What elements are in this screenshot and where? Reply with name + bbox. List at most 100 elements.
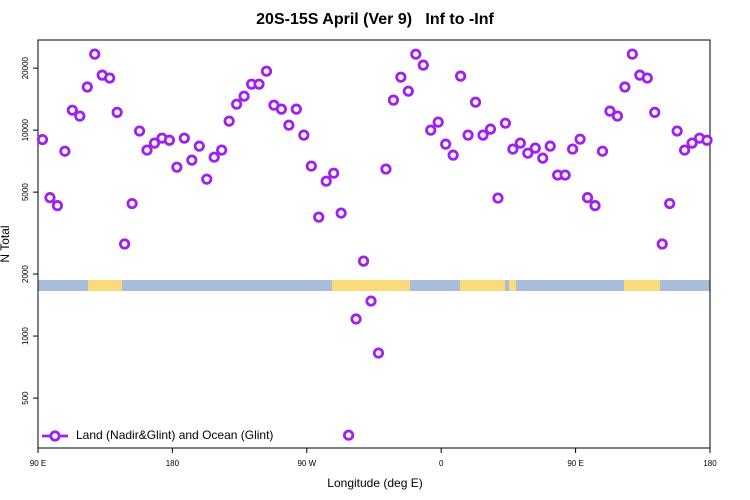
- data-point: [283, 119, 295, 131]
- data-point: [343, 429, 355, 441]
- y-tick-label: 5000: [21, 183, 30, 201]
- data-point: [417, 59, 429, 71]
- data-point: [104, 72, 116, 84]
- data-point: [529, 142, 541, 154]
- x-tick-label: 90 W: [297, 459, 316, 468]
- data-point: [238, 90, 250, 102]
- data-point: [469, 96, 482, 108]
- data-point: [679, 144, 691, 156]
- data-point: [455, 70, 467, 82]
- data-point: [186, 154, 198, 166]
- data-point: [656, 238, 668, 250]
- land-band: [509, 280, 516, 291]
- data-point: [581, 192, 594, 204]
- data-point: [522, 147, 534, 159]
- data-point: [372, 347, 385, 359]
- data-point: [425, 124, 437, 136]
- data-point: [410, 48, 422, 60]
- data-point: [462, 129, 474, 141]
- data-point: [701, 134, 713, 146]
- data-point: [320, 175, 332, 187]
- data-point: [51, 200, 64, 212]
- x-tick-label: 180: [166, 459, 180, 468]
- data-point: [357, 255, 370, 267]
- data-point: [201, 173, 213, 185]
- data-point: [275, 103, 288, 115]
- data-point: [141, 144, 153, 156]
- data-point: [559, 169, 571, 181]
- data-point: [111, 106, 123, 118]
- data-point: [216, 144, 228, 156]
- legend-label: Land (Nadir&Glint) and Ocean (Glint): [76, 428, 273, 442]
- data-point: [447, 149, 459, 161]
- data-point: [290, 103, 302, 115]
- y-tick-label: 500: [21, 391, 30, 405]
- data-point: [641, 72, 653, 84]
- data-point: [365, 295, 377, 307]
- land-band: [88, 280, 122, 291]
- data-point: [507, 143, 519, 155]
- data-point: [544, 140, 556, 152]
- data-point: [477, 129, 489, 141]
- data-point: [328, 167, 340, 179]
- x-tick-label: 180: [703, 459, 717, 468]
- data-point: [626, 48, 638, 60]
- data-point: [649, 106, 661, 118]
- chart-title: 20S-15S April (Ver 9) Inf to -Inf: [256, 11, 494, 28]
- data-point: [133, 125, 146, 137]
- data-point: [231, 98, 243, 110]
- x-tick-label: 90 E: [30, 459, 46, 468]
- data-point: [335, 207, 347, 219]
- data-point: [305, 160, 317, 172]
- data-point: [59, 145, 71, 157]
- data-point: [604, 105, 616, 117]
- y-tick-label: 10000: [21, 118, 30, 141]
- data-point: [671, 125, 683, 137]
- data-point: [298, 129, 310, 141]
- y-tick-label: 20000: [21, 56, 30, 79]
- data-point: [36, 133, 49, 146]
- data-point: [163, 134, 176, 146]
- data-point: [492, 192, 504, 204]
- data-point: [440, 138, 452, 150]
- x-tick-label: 0: [439, 459, 444, 468]
- data-point: [596, 145, 609, 157]
- data-point: [253, 78, 265, 90]
- data-point: [313, 211, 325, 223]
- x-axis-label: Longitude (deg E): [327, 476, 422, 490]
- data-point: [74, 110, 86, 122]
- data-point: [664, 197, 676, 210]
- data-point: [387, 94, 400, 106]
- data-point: [514, 137, 526, 149]
- data-point: [380, 163, 392, 175]
- data-point: [611, 110, 624, 122]
- data-point: [402, 85, 414, 97]
- data-point: [350, 313, 362, 325]
- data-point: [171, 161, 183, 173]
- legend-marker: [49, 430, 61, 442]
- land-band: [624, 280, 660, 291]
- data-point: [395, 71, 407, 83]
- data-point: [499, 117, 512, 129]
- data-point: [223, 115, 235, 127]
- data-point: [44, 192, 56, 204]
- data-point: [193, 140, 205, 152]
- land-band: [332, 280, 410, 291]
- data-point: [81, 81, 93, 93]
- data-point: [89, 48, 101, 60]
- data-point: [126, 197, 138, 210]
- land-ocean-band: [38, 280, 710, 291]
- plot-frame: [37, 39, 711, 449]
- data-point: [66, 104, 78, 116]
- data-point: [567, 143, 579, 155]
- land-band: [460, 280, 505, 291]
- data-point: [574, 133, 586, 145]
- data-point: [208, 151, 220, 163]
- data-point: [119, 238, 131, 250]
- data-point: [432, 116, 444, 128]
- y-axis-label: N Total: [0, 225, 12, 262]
- data-point: [178, 132, 190, 144]
- data-point: [260, 65, 273, 77]
